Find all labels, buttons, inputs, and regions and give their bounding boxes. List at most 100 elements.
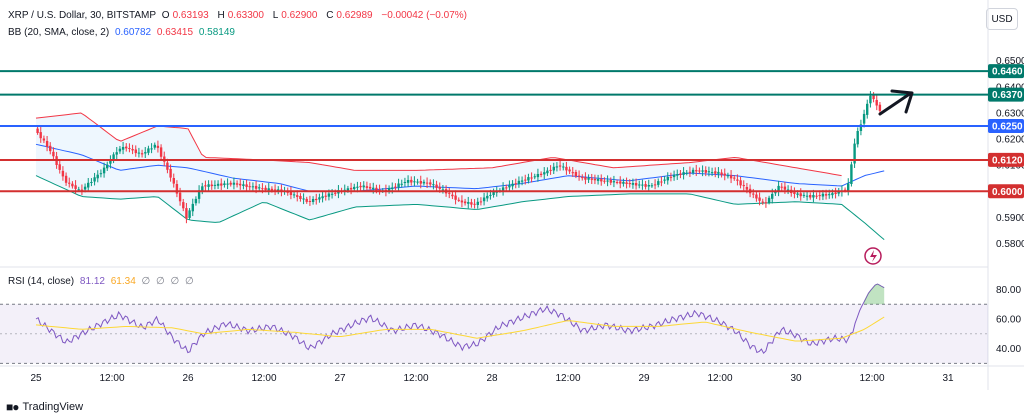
candle-body: [831, 193, 834, 196]
candle-body: [362, 185, 365, 188]
candle-body: [657, 181, 660, 185]
symbol-title[interactable]: XRP / U.S. Dollar, 30, BITSTAMP: [8, 10, 157, 21]
candle-body: [248, 186, 251, 188]
candle-body: [106, 164, 109, 169]
candle-body: [723, 173, 726, 176]
candle-body: [793, 192, 796, 194]
candle-body: [755, 194, 758, 199]
price-tag: [988, 64, 1024, 79]
change-value: −0.00042 (−0.07%): [381, 10, 467, 21]
price-tag-label: 0.6370: [992, 90, 1023, 101]
candle-body: [479, 201, 483, 203]
candle-body: [416, 181, 419, 183]
candle-body: [467, 202, 470, 204]
candle-body: [264, 187, 267, 190]
lightning-icon[interactable]: [864, 247, 882, 265]
rsi-title[interactable]: RSI (14, close): [8, 276, 75, 287]
bb-legend: BB (20, SMA, close, 2) 0.60782 0.63415 0…: [8, 27, 238, 38]
candle-body: [862, 113, 866, 124]
candle-body: [204, 185, 207, 187]
arrow-drawing[interactable]: [878, 89, 914, 116]
candle-body: [539, 173, 543, 175]
candle-body: [824, 194, 828, 196]
candle-body: [147, 148, 150, 153]
candle-body: [375, 187, 378, 191]
candle-body: [115, 152, 118, 155]
rsi-tick-label: 80.00: [996, 285, 1021, 296]
candle-body: [587, 177, 590, 180]
candle-body: [289, 191, 293, 195]
candle-body: [172, 178, 175, 184]
price-tick-label: 0.5900: [996, 213, 1024, 224]
candle-body: [606, 180, 609, 182]
candle-body: [410, 179, 413, 183]
candle-body: [733, 177, 736, 179]
low-label: L: [272, 10, 279, 21]
candle-body: [448, 192, 451, 194]
candle-body: [672, 174, 676, 178]
candle-body: [254, 185, 258, 189]
candle-body: [774, 191, 777, 194]
bb-lower-line: [35, 175, 885, 240]
candle-body: [843, 189, 847, 191]
candle-body: [216, 183, 220, 186]
time-tick-label: 28: [486, 373, 498, 384]
bb-basis-line: [35, 143, 885, 192]
horizontal-levels[interactable]: [0, 70, 988, 193]
tradingview-logo-icon: ■●: [6, 400, 19, 414]
candle-body: [159, 147, 163, 157]
candle-body: [761, 201, 764, 203]
candle-body: [349, 187, 353, 190]
candle-body: [625, 182, 628, 184]
candle-body: [169, 168, 172, 178]
candle-body: [524, 179, 527, 181]
candle-body: [144, 152, 147, 154]
candle-body: [593, 178, 597, 181]
candle-body: [99, 173, 103, 175]
candle-body: [584, 177, 587, 180]
candle-body: [704, 170, 707, 173]
candle-body: [796, 193, 799, 195]
bb-basis-value: 0.60782: [114, 27, 152, 38]
candle-body: [197, 190, 201, 199]
candle-body: [302, 198, 305, 200]
candle-body: [191, 203, 194, 212]
candle-body: [856, 131, 859, 145]
bb-title[interactable]: BB (20, SMA, close, 2): [8, 27, 110, 38]
candle-body: [568, 169, 571, 172]
rsi-axis[interactable]: 80.00 60.00 40.00: [996, 285, 1021, 355]
candle-body: [707, 171, 711, 173]
candle-body: [562, 166, 565, 168]
candle-body: [473, 203, 476, 205]
brand[interactable]: ■● TradingView: [6, 400, 83, 414]
candle-body: [334, 192, 337, 194]
candle-body: [866, 103, 869, 115]
candle-body: [422, 181, 426, 184]
candle-body: [641, 184, 644, 186]
candle-body: [49, 145, 52, 152]
rsi-extra-2: ∅: [156, 276, 165, 287]
candle-body: [182, 202, 185, 209]
candle-body: [742, 185, 745, 187]
time-tick-label: 12:00: [859, 373, 884, 384]
candle-body: [492, 191, 495, 195]
candle-body: [201, 186, 204, 192]
time-axis[interactable]: 25 12:00 26 12:00 27 12:00 28 12:00 29 12:00 30 12:…: [30, 373, 954, 384]
candle-body: [470, 202, 473, 205]
low-value: 0.62900: [281, 10, 318, 21]
candle-body: [305, 198, 308, 202]
candle-body: [634, 183, 638, 186]
candle-body: [318, 197, 321, 200]
candle-body: [156, 145, 160, 148]
candle-body: [679, 173, 682, 175]
candle-body: [229, 182, 232, 185]
candle-body: [647, 185, 650, 187]
candle-body: [429, 182, 432, 185]
candle-body: [457, 199, 460, 201]
candle-body: [717, 171, 720, 174]
price-tick-label: 0.6500: [996, 56, 1024, 67]
currency-button[interactable]: USD: [986, 8, 1018, 30]
candle-body: [486, 195, 489, 199]
candle-body: [327, 193, 331, 197]
